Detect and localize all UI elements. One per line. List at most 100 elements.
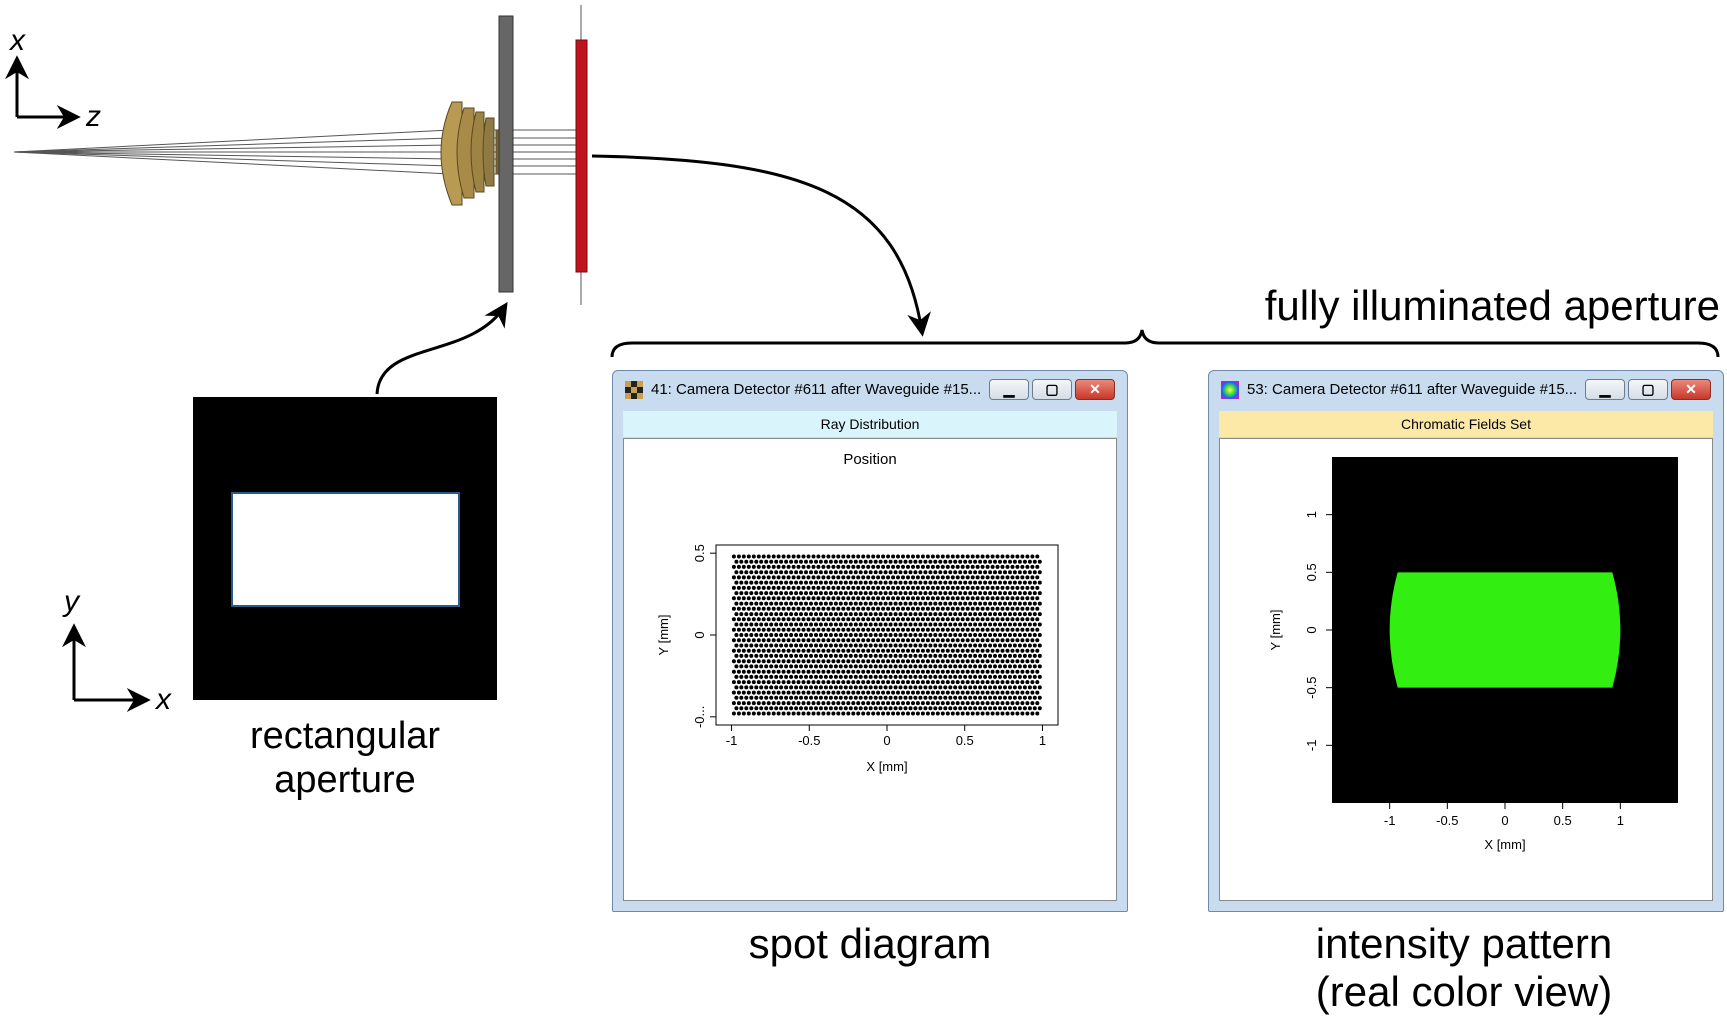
spot-point: [774, 695, 779, 700]
spot-point: [1035, 648, 1040, 653]
spot-window-titlebar[interactable]: 41: Camera Detector #611 after Waveguide…: [613, 371, 1127, 407]
spot-point: [776, 701, 781, 706]
spot-point: [784, 601, 789, 606]
spot-close-button[interactable]: ✕: [1075, 379, 1115, 400]
spot-point: [906, 585, 910, 590]
intensity-caption-line2: (real color view): [1315, 968, 1613, 1016]
spot-point: [886, 627, 891, 632]
spot-point: [995, 648, 1000, 653]
spot-point: [1030, 564, 1035, 569]
spot-point: [796, 606, 801, 611]
spot-minimize-button[interactable]: ▁: [989, 379, 1029, 400]
spot-point: [978, 706, 983, 711]
spot-point: [896, 606, 900, 611]
spot-point: [983, 706, 988, 711]
spot-point: [990, 564, 995, 569]
spot-point: [784, 674, 789, 679]
spot-point: [799, 559, 803, 564]
intensity-window[interactable]: 53: Camera Detector #611 after Waveguide…: [1208, 370, 1724, 912]
spot-point: [891, 648, 896, 653]
spot-point: [958, 695, 963, 700]
spot-point: [1015, 585, 1020, 590]
spot-point: [906, 606, 910, 611]
spot-point: [858, 695, 863, 700]
spot-point: [754, 685, 759, 690]
spot-point: [769, 653, 774, 658]
spot-point: [863, 695, 868, 700]
spot-point: [754, 559, 759, 564]
spot-point: [993, 664, 997, 669]
spot-point: [995, 669, 1000, 674]
intensity-minimize-button[interactable]: ▁: [1585, 379, 1625, 400]
spot-point: [1022, 622, 1027, 627]
spot-point: [816, 617, 821, 622]
spot-point: [836, 564, 841, 569]
spot-point: [950, 596, 955, 601]
spot-point: [906, 627, 910, 632]
spot-point: [915, 669, 920, 674]
spot-point: [933, 633, 938, 637]
spot-point: [1003, 570, 1007, 575]
spot-point: [930, 711, 935, 716]
spot-point: [786, 575, 791, 580]
spot-point: [814, 633, 818, 637]
intensity-maximize-button[interactable]: ▢: [1628, 379, 1668, 400]
spot-maximize-button[interactable]: ▢: [1032, 379, 1072, 400]
spot-point: [774, 622, 779, 627]
spot-point: [995, 638, 1000, 643]
spot-point: [896, 554, 900, 559]
spot-point: [1010, 690, 1015, 695]
spot-point: [781, 648, 786, 653]
spot-point: [1005, 627, 1010, 632]
spot-point: [925, 575, 930, 580]
intensity-window-titlebar[interactable]: 53: Camera Detector #611 after Waveguide…: [1209, 371, 1723, 407]
spot-diagram-caption: spot diagram: [748, 920, 992, 967]
spot-point: [848, 591, 853, 596]
spot-point: [871, 690, 876, 695]
spot-point: [816, 711, 821, 716]
spot-point: [975, 564, 980, 569]
spot-point: [960, 606, 965, 611]
spot-point: [754, 664, 759, 669]
spot-point: [1030, 669, 1035, 674]
spot-point: [759, 570, 764, 575]
spot-point: [978, 664, 983, 669]
spot-point: [791, 711, 796, 716]
spot-point: [789, 685, 794, 690]
spot-point: [881, 659, 886, 664]
spot-point: [983, 674, 988, 679]
spot-point: [938, 591, 943, 596]
spot-point: [799, 695, 803, 700]
spot-point: [985, 617, 990, 622]
spot-point: [809, 653, 813, 658]
spot-point: [858, 653, 863, 658]
spot-point: [841, 711, 846, 716]
spot-point: [923, 653, 928, 658]
spot-point: [821, 585, 826, 590]
spot-point: [851, 617, 856, 622]
spot-point: [841, 596, 846, 601]
intensity-close-button[interactable]: ✕: [1671, 379, 1711, 400]
spot-point: [749, 653, 754, 658]
spot-point: [863, 706, 868, 711]
spot-point: [953, 674, 958, 679]
spot-diagram-window[interactable]: 41: Camera Detector #611 after Waveguide…: [612, 370, 1128, 912]
spot-point: [791, 596, 796, 601]
maximize-icon: ▢: [1045, 381, 1059, 397]
spot-point: [980, 680, 985, 685]
spot-point: [791, 648, 796, 653]
spot-point: [878, 601, 883, 606]
spot-point: [970, 564, 975, 569]
spot-point: [814, 622, 818, 627]
spot-point: [868, 612, 873, 617]
x-tick-label: -0.5: [798, 733, 820, 748]
spot-point: [995, 596, 1000, 601]
spot-point: [1017, 653, 1022, 658]
spot-point: [930, 701, 935, 706]
spot-point: [848, 674, 853, 679]
spot-point: [915, 617, 920, 622]
spot-point: [856, 585, 861, 590]
spot-point: [998, 622, 1002, 627]
spot-point: [794, 643, 799, 648]
spot-point: [746, 575, 751, 580]
